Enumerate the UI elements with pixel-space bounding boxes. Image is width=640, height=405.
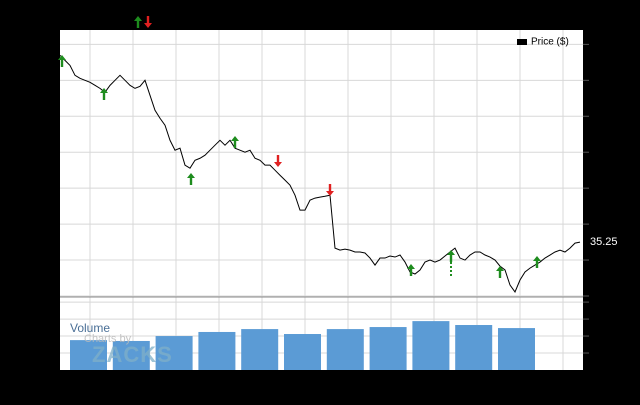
volume-bar <box>369 327 407 370</box>
volume-bar <box>241 329 279 370</box>
volume-bar <box>112 340 150 370</box>
last-price-label: 35.25 <box>590 236 618 248</box>
volume-label: Volume <box>70 321 110 335</box>
volume-bar <box>455 325 493 370</box>
legend-label: Price ($) <box>531 37 569 48</box>
legend-swatch <box>517 39 527 45</box>
watermark-caption: Charts by <box>84 333 132 345</box>
volume-bar <box>498 328 535 370</box>
volume-bar <box>412 321 450 370</box>
marks <box>59 43 589 370</box>
volume-bar <box>326 329 364 370</box>
watermark-logo: ZACKS <box>92 342 173 367</box>
volume-bar <box>198 331 236 370</box>
volume-bar <box>70 340 107 370</box>
volume-bar <box>155 336 193 370</box>
price-line <box>59 54 581 293</box>
volume-bar <box>284 334 321 370</box>
vertical-grid <box>89 30 564 370</box>
